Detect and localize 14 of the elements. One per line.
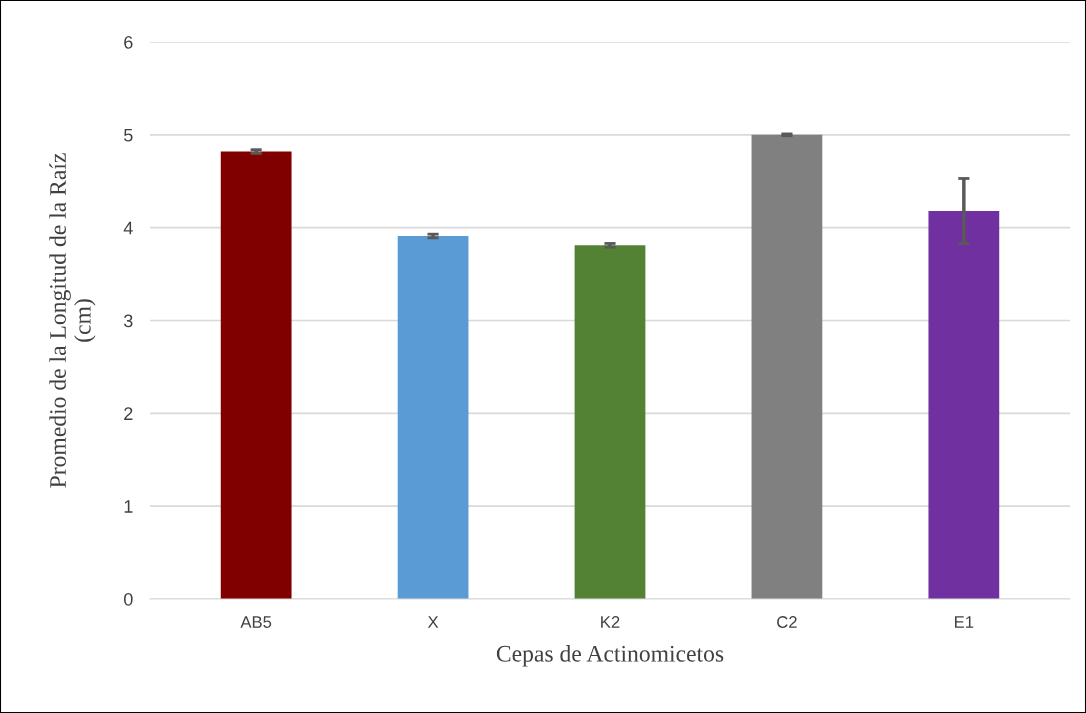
x-axis-title: Cepas de Actinomicetos — [496, 645, 724, 667]
x-tick-label: C2 — [777, 616, 797, 628]
y-tick-label: 3 — [123, 314, 133, 328]
x-tick-label: K2 — [601, 616, 620, 628]
y-tick-label: 5 — [124, 128, 133, 142]
y-axis-title: Promedio de la Longitud de la Raíz (cm) — [49, 153, 96, 488]
y-tick-label: 1 — [124, 500, 133, 513]
y-tick-label: 2 — [124, 407, 133, 420]
y-tick-label: 4 — [123, 221, 133, 235]
x-tick-label: E1 — [955, 616, 974, 628]
x-tick-label: X — [427, 616, 439, 628]
y-tick-label: 0 — [124, 592, 133, 606]
y-tick-label: 6 — [124, 35, 133, 49]
x-tick-label: AB5 — [240, 616, 272, 628]
